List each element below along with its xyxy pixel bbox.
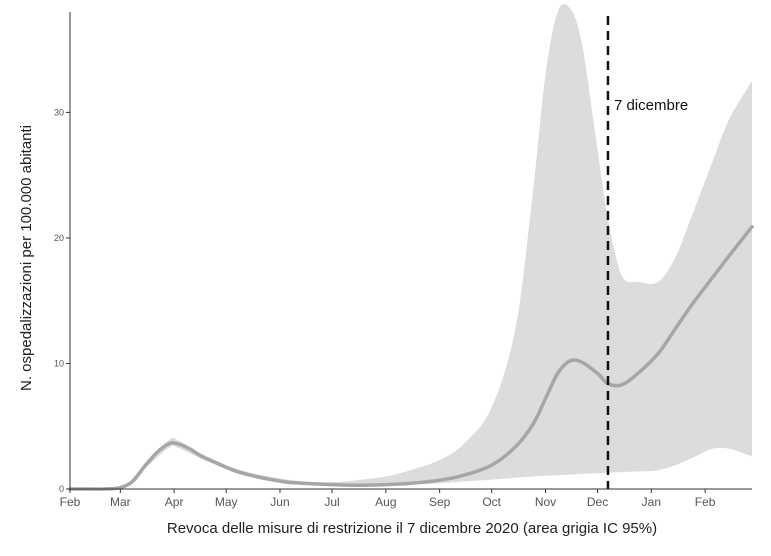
x-tick-label: Feb xyxy=(60,495,81,509)
y-tick-label: 20 xyxy=(54,233,64,243)
x-tick-label: May xyxy=(215,495,238,509)
x-tick-label: Apr xyxy=(165,495,184,509)
y-axis-title: N. ospedalizzazioni per 100.000 abitanti xyxy=(18,125,35,391)
y-tick-label: 10 xyxy=(54,358,64,368)
confidence-band-95 xyxy=(70,3,752,491)
confidence-band-layer xyxy=(70,3,752,491)
x-tick-label: Jun xyxy=(270,495,289,509)
axes-layer: 0 10 20 30 Feb Mar Apr May Jun Jul Aug Sep Oct Nov Dec… xyxy=(54,12,752,509)
annotation-label: 7 dicembre xyxy=(614,97,688,114)
x-tick-label: Dec xyxy=(587,495,608,509)
x-tick-label: Feb xyxy=(695,495,716,509)
x-tick-label: Mar xyxy=(110,495,131,509)
y-tick-label: 30 xyxy=(54,107,64,117)
series-line xyxy=(68,224,754,491)
x-tick-label: Jan xyxy=(642,495,661,509)
x-tick-label: Oct xyxy=(482,495,501,509)
x-axis-title: Revoca delle misure di restrizione il 7 … xyxy=(167,520,657,537)
x-tick-label: Aug xyxy=(375,495,396,509)
y-tick-label: 0 xyxy=(59,484,64,494)
annotation-layer: 7 dicembre xyxy=(606,16,688,489)
line-layer xyxy=(68,224,754,491)
x-tick-label: Sep xyxy=(429,495,451,509)
x-tick-label: Jul xyxy=(324,495,339,509)
x-tick-label: Nov xyxy=(535,495,556,509)
